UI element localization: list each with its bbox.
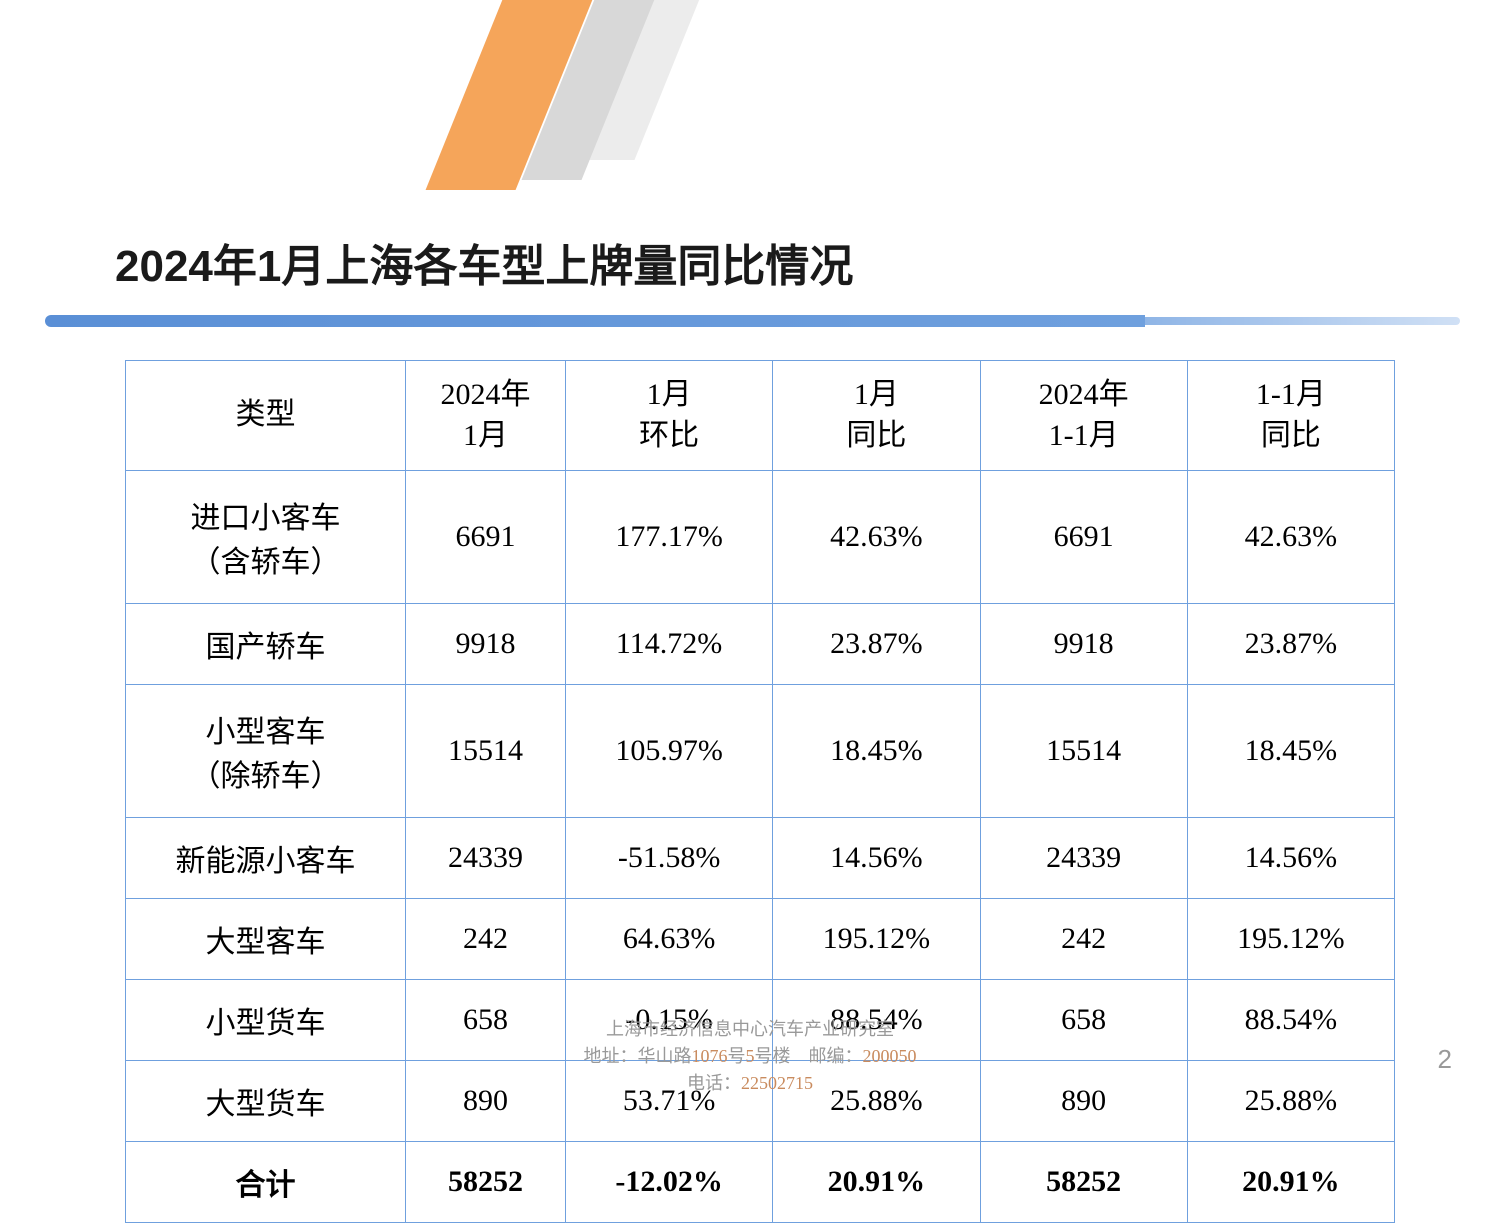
footer: 上海市经济信息中心汽车产业研究室 地址：华山路1076号5号楼 邮编：20005…	[0, 1016, 1500, 1097]
page-title: 2024年1月上海各车型上牌量同比情况	[115, 230, 1450, 294]
table-cell: 大型客车	[126, 899, 406, 980]
table-total-row: 合计58252-12.02%20.91%5825220.91%	[126, 1142, 1395, 1223]
page-number: 2	[1438, 1044, 1452, 1075]
table-cell: 9918	[406, 604, 566, 685]
table-cell: 18.45%	[1187, 685, 1394, 818]
table-cell: 42.63%	[1187, 471, 1394, 604]
col-header-ytd: 2024年1-1月	[980, 361, 1187, 471]
header-decoration	[420, 0, 720, 200]
table-cell: 195.12%	[1187, 899, 1394, 980]
table-cell: 24339	[980, 818, 1187, 899]
table-cell: 进口小客车（含轿车）	[126, 471, 406, 604]
underline-main	[45, 315, 1145, 327]
table-cell: 20.91%	[773, 1142, 980, 1223]
col-header-type: 类型	[126, 361, 406, 471]
col-header-yoy: 1月同比	[773, 361, 980, 471]
table-cell: 新能源小客车	[126, 818, 406, 899]
table-cell: 23.87%	[1187, 604, 1394, 685]
col-header-jan: 2024年1月	[406, 361, 566, 471]
table-cell: 242	[406, 899, 566, 980]
table-cell: 20.91%	[1187, 1142, 1394, 1223]
table-cell: 105.97%	[566, 685, 773, 818]
table-cell: 18.45%	[773, 685, 980, 818]
table-cell: 42.63%	[773, 471, 980, 604]
table-cell: 58252	[406, 1142, 566, 1223]
table-cell: 6691	[406, 471, 566, 604]
table-row: 新能源小客车24339-51.58%14.56%2433914.56%	[126, 818, 1395, 899]
table-cell: 15514	[406, 685, 566, 818]
table-cell: 合计	[126, 1142, 406, 1223]
table-cell: 114.72%	[566, 604, 773, 685]
table-row: 进口小客车（含轿车）6691177.17%42.63%669142.63%	[126, 471, 1395, 604]
table-cell: -12.02%	[566, 1142, 773, 1223]
footer-org: 上海市经济信息中心汽车产业研究室	[0, 1016, 1500, 1043]
table-cell: 14.56%	[773, 818, 980, 899]
footer-tel: 电话：22502715	[0, 1070, 1500, 1097]
col-header-ytd-yoy: 1-1月同比	[1187, 361, 1394, 471]
table-cell: 23.87%	[773, 604, 980, 685]
footer-address: 地址：华山路1076号5号楼 邮编：200050	[0, 1043, 1500, 1070]
underline-tail	[1145, 317, 1460, 325]
table-cell: 小型客车（除轿车）	[126, 685, 406, 818]
title-area: 2024年1月上海各车型上牌量同比情况	[115, 230, 1450, 314]
title-corner	[88, 172, 148, 232]
table-cell: 国产轿车	[126, 604, 406, 685]
table-header-row: 类型 2024年1月 1月环比 1月同比 2024年1-1月 1-1月同比	[126, 361, 1395, 471]
table-cell: 195.12%	[773, 899, 980, 980]
table-cell: 15514	[980, 685, 1187, 818]
table-cell: 242	[980, 899, 1187, 980]
title-underline	[0, 315, 1500, 331]
table-cell: 6691	[980, 471, 1187, 604]
table-row: 国产轿车9918114.72%23.87%991823.87%	[126, 604, 1395, 685]
col-header-mom: 1月环比	[566, 361, 773, 471]
table-row: 小型客车（除轿车）15514105.97%18.45%1551418.45%	[126, 685, 1395, 818]
table-body: 进口小客车（含轿车）6691177.17%42.63%669142.63%国产轿…	[126, 471, 1395, 1223]
table-cell: 64.63%	[566, 899, 773, 980]
table-cell: 24339	[406, 818, 566, 899]
table-cell: 9918	[980, 604, 1187, 685]
table-cell: 14.56%	[1187, 818, 1394, 899]
table-cell: 58252	[980, 1142, 1187, 1223]
table-cell: -51.58%	[566, 818, 773, 899]
table-cell: 177.17%	[566, 471, 773, 604]
table-row: 大型客车24264.63%195.12%242195.12%	[126, 899, 1395, 980]
